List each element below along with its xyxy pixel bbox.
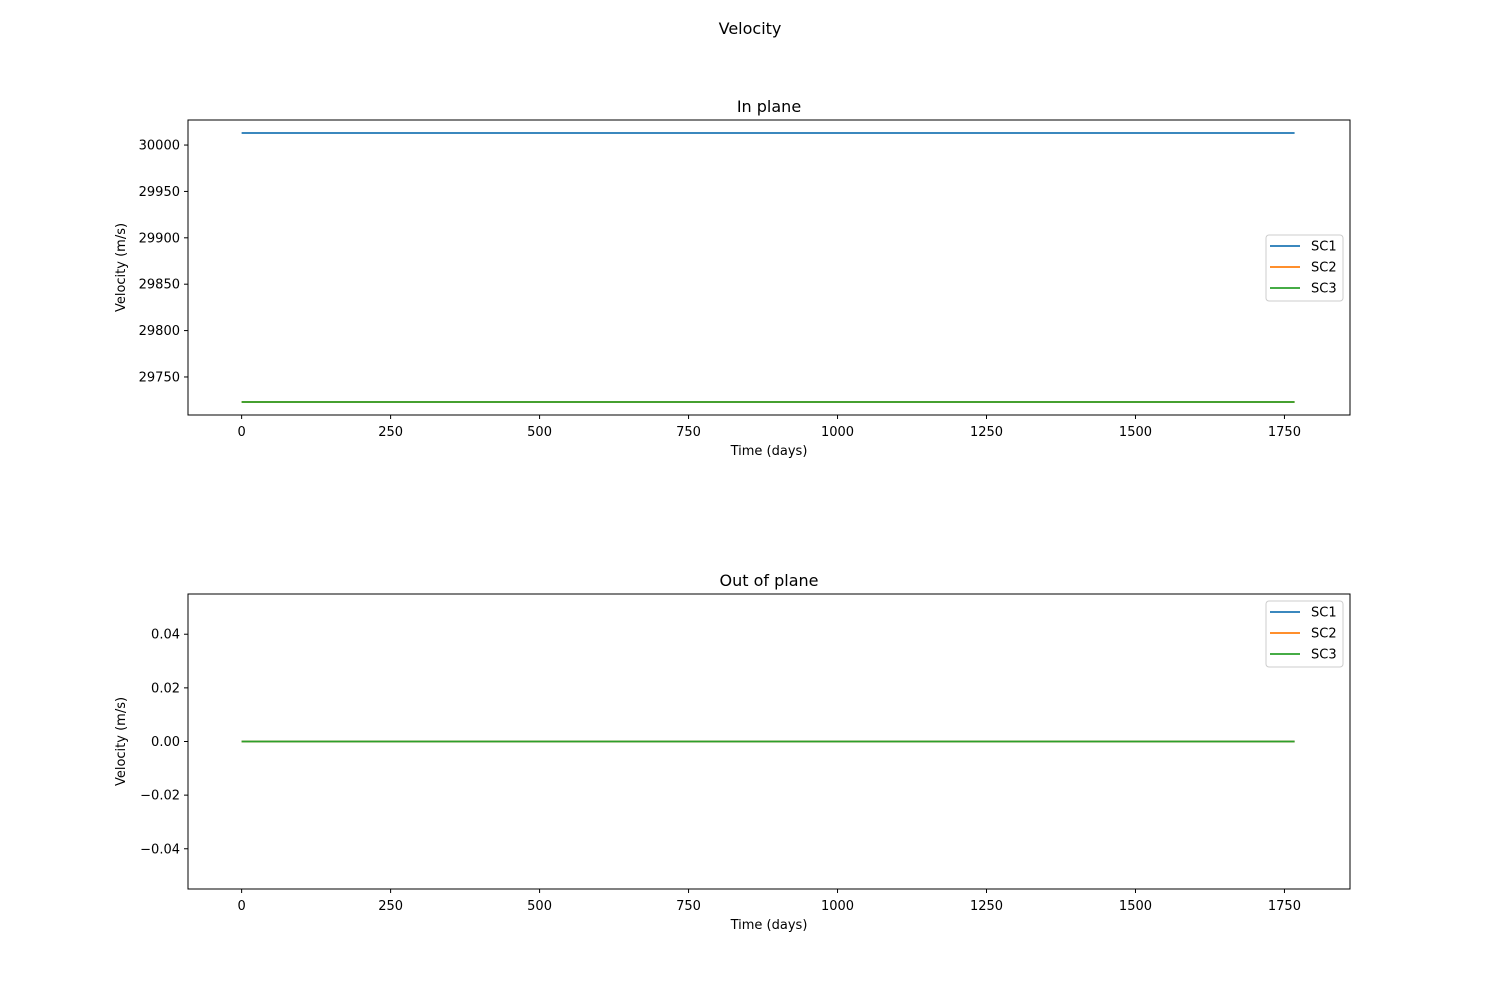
out-of-plane-legend-frame <box>1265 600 1344 668</box>
in-plane-x-axis-label: Time (days) <box>730 444 808 459</box>
in-plane-y-tick-label: 29850 <box>139 278 180 293</box>
in-plane-y-tick-label: 29950 <box>139 185 180 200</box>
out-of-plane-legend-label-sc1: SC1 <box>1311 606 1337 621</box>
in-plane-y-tick-label: 29750 <box>139 370 180 385</box>
out-of-plane-x-tick-label: 1000 <box>821 899 854 914</box>
in-plane-x-tick-label: 1750 <box>1268 425 1301 440</box>
out-of-plane-x-axis-label: Time (days) <box>730 918 808 933</box>
in-plane-y-tick-label: 30000 <box>139 139 180 154</box>
out-of-plane-y-tick-label: −0.04 <box>140 842 180 857</box>
in-plane-y-tick-label: 29900 <box>139 231 180 246</box>
out-of-plane-x-tick-label: 750 <box>676 899 701 914</box>
out-of-plane-x-tick-label: 1750 <box>1268 899 1301 914</box>
out-of-plane-x-tick-label: 1500 <box>1119 899 1152 914</box>
in-plane-legend-label-sc1: SC1 <box>1311 240 1337 255</box>
in-plane-y-axis-label: Velocity (m/s) <box>114 223 129 312</box>
out-of-plane-y-tick-label: 0.02 <box>151 681 180 696</box>
out-of-plane-y-tick-label: 0.04 <box>151 628 180 643</box>
out-of-plane-x-tick-label: 1250 <box>970 899 1003 914</box>
figure-title: Velocity <box>719 19 782 38</box>
out-of-plane-panel: Out of plane 0 250 500 750 1000 1250 1500 1750 −0… <box>114 571 1351 933</box>
in-plane-axes-frame <box>187 119 1351 416</box>
in-plane-y-tick-label: 29800 <box>139 324 180 339</box>
out-of-plane-title: Out of plane <box>720 571 819 590</box>
out-of-plane-y-tick-label: 0.00 <box>151 735 180 750</box>
in-plane-x-tick-label: 750 <box>676 425 701 440</box>
out-of-plane-legend-label-sc2: SC2 <box>1311 627 1337 642</box>
in-plane-legend: SC1 SC2 SC3 <box>1265 234 1344 302</box>
out-of-plane-legend: SC1 SC2 SC3 <box>1265 600 1344 668</box>
in-plane-legend-label-sc2: SC2 <box>1311 261 1337 276</box>
in-plane-panel: In plane 0 250 500 750 1000 1250 1500 1750 29750 2… <box>114 97 1351 459</box>
in-plane-legend-frame <box>1265 234 1344 302</box>
in-plane-x-tick-label: 250 <box>378 425 403 440</box>
out-of-plane-legend-label-sc3: SC3 <box>1311 648 1337 663</box>
out-of-plane-x-tick-label: 250 <box>378 899 403 914</box>
out-of-plane-y-tick-label: −0.02 <box>140 789 180 804</box>
in-plane-x-tick-label: 1000 <box>821 425 854 440</box>
out-of-plane-y-axis-label: Velocity (m/s) <box>114 697 129 786</box>
in-plane-x-tick-label: 1250 <box>970 425 1003 440</box>
in-plane-x-tick-label: 0 <box>237 425 245 440</box>
out-of-plane-x-tick-label: 500 <box>527 899 552 914</box>
in-plane-x-tick-label: 500 <box>527 425 552 440</box>
in-plane-x-tick-label: 1500 <box>1119 425 1152 440</box>
in-plane-title: In plane <box>737 97 801 116</box>
out-of-plane-x-tick-label: 0 <box>237 899 245 914</box>
in-plane-legend-label-sc3: SC3 <box>1311 282 1337 297</box>
